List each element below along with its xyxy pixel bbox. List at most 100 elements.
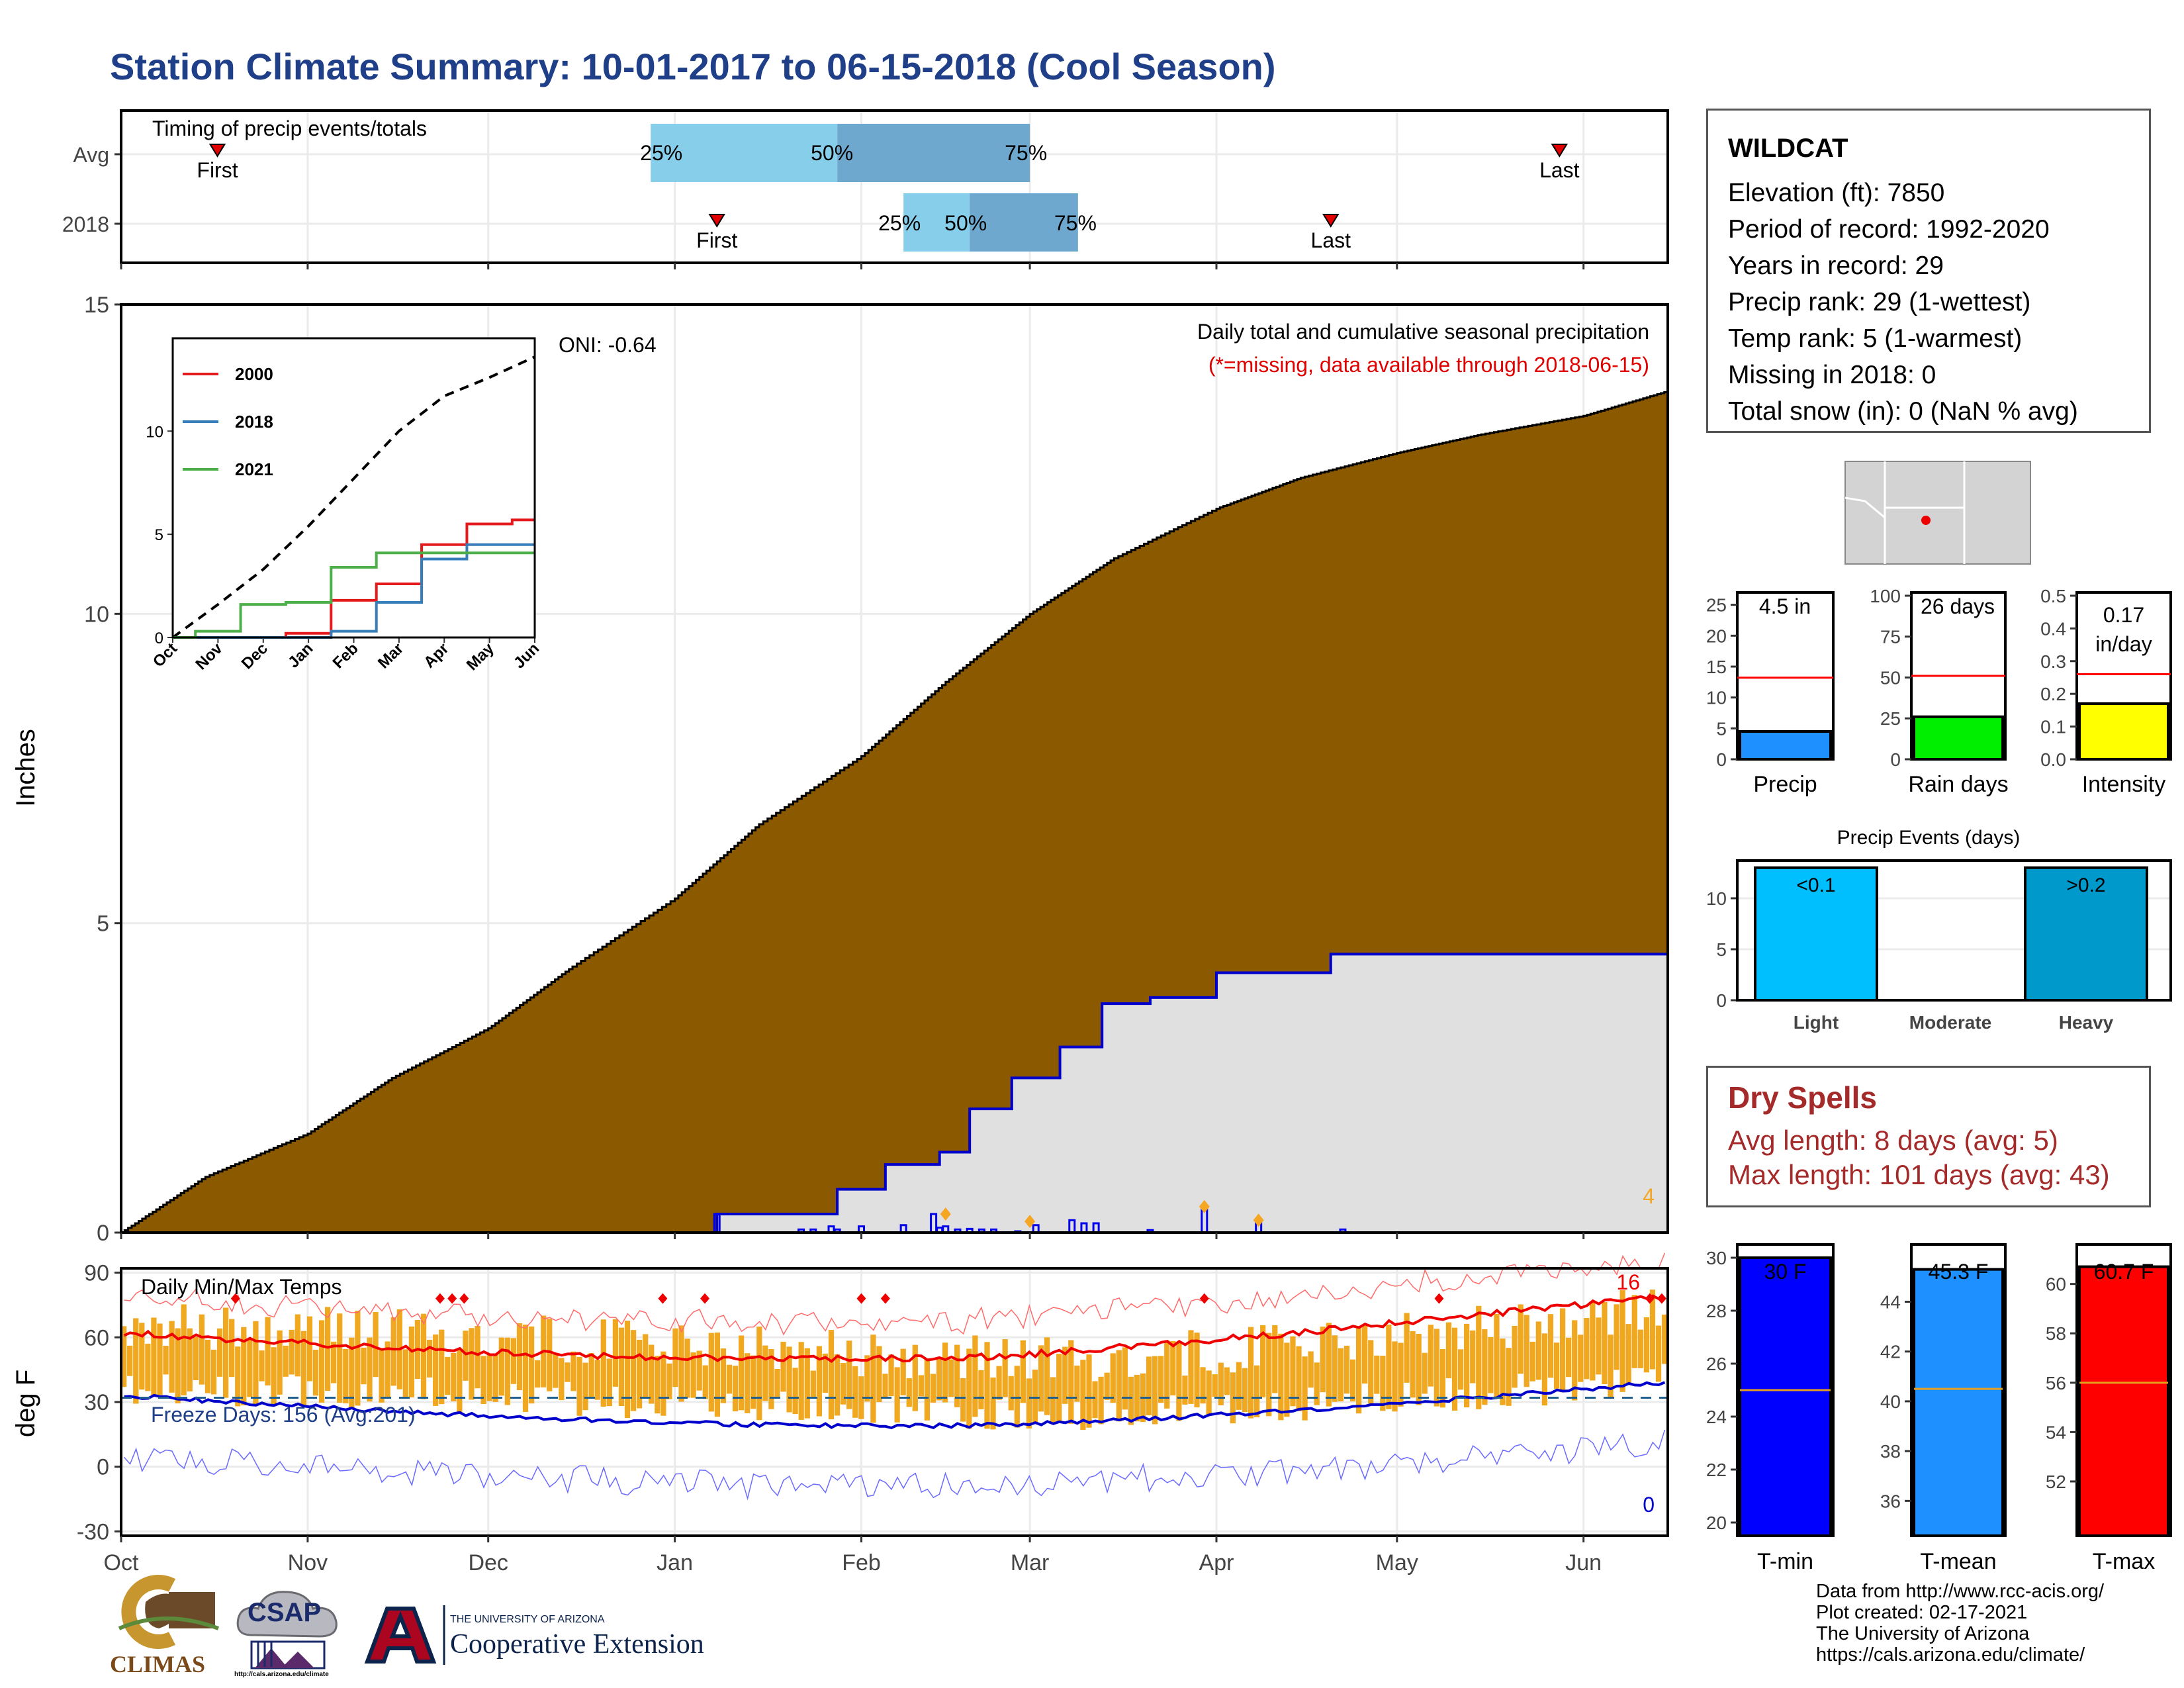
daily-temp-bar (331, 1341, 337, 1383)
daily-temp-bar (918, 1375, 924, 1397)
daily-temp-bar (385, 1341, 390, 1398)
daily-temp-bar (678, 1325, 684, 1402)
daily-temp-bar (1218, 1362, 1224, 1405)
daily-temp-bar (229, 1319, 235, 1378)
station-missing: Missing in 2018: 0 (1728, 361, 1936, 389)
inset-line-avg (171, 355, 535, 639)
avg-last-label: Last (1539, 158, 1580, 182)
daily-temp-bar (1470, 1330, 1476, 1383)
daily-temp-bar (1343, 1345, 1350, 1394)
raindays-value-label: 26 days (1921, 594, 1995, 618)
precip-value-label: 4.5 in (1759, 594, 1811, 618)
temps-y-tick: 30 (84, 1390, 109, 1415)
temp-y-tick: 56 (2046, 1373, 2066, 1393)
daily-temp-bar (798, 1342, 804, 1420)
daily-temp-bar (175, 1328, 181, 1404)
daily-temp-bar (1368, 1340, 1374, 1404)
daily-precip-marker (1199, 1199, 1210, 1213)
temp-y-tick: 30 (1706, 1248, 1727, 1268)
daily-temp-bar (1535, 1321, 1541, 1380)
temp-summary-bar-0 (1739, 1256, 1832, 1537)
daily-temp-bar (1518, 1304, 1524, 1374)
daily-temp-bar (924, 1358, 931, 1421)
daily-temp-bar (1584, 1318, 1590, 1380)
summary-y-tick: 0.5 (2040, 586, 2066, 606)
daily-temps-chart: -30 0 30 60 90 Daily Min/Max Temps Freeze Days… (11, 1252, 1669, 1575)
daily-temp-bar (1266, 1333, 1272, 1417)
summary-label: Precip (1753, 772, 1817, 797)
month-label: May (1376, 1550, 1418, 1575)
intensity-value-label: 0.17 in/day (2095, 603, 2152, 656)
daily-temp-bar (1176, 1342, 1182, 1421)
inset-y-tick: 10 (146, 423, 163, 441)
daily-temp-bar (408, 1326, 415, 1398)
daily-temp-bar (1559, 1308, 1566, 1393)
events-x-label: Heavy (2059, 1012, 2114, 1033)
daily-temp-bar (600, 1319, 606, 1407)
daily-temp-bar (379, 1350, 385, 1403)
daily-temp-bar (361, 1347, 367, 1385)
avg-p75-label: 75% (1005, 141, 1047, 165)
summary-label: Intensity (2082, 772, 2166, 797)
daily-temp-bar (480, 1356, 486, 1404)
daily-temp-bar (1488, 1337, 1494, 1393)
daily-temp-bar (726, 1364, 733, 1394)
daily-temp-bar (1541, 1333, 1548, 1406)
daily-temp-bar (1098, 1376, 1104, 1425)
daily-temp-bar (1404, 1313, 1410, 1383)
summary-bar-1 (1913, 715, 2004, 761)
daily-temp-bar (265, 1317, 271, 1385)
y2018-first-marker (708, 214, 726, 228)
daily-temp-bar (1500, 1338, 1506, 1405)
inset-legend-label: 2000 (235, 364, 273, 384)
daily-temp-bar (756, 1326, 762, 1421)
daily-temp-bar (996, 1366, 1002, 1400)
events-bar-label: >0.2 (2066, 874, 2105, 896)
daily-temp-bar (1188, 1330, 1194, 1404)
daily-temp-bar (271, 1347, 277, 1405)
daily-temp-bar (241, 1327, 247, 1405)
daily-temp-bar (1050, 1377, 1056, 1423)
daily-temp-bar (1374, 1355, 1380, 1394)
daily-temp-bar (1242, 1368, 1248, 1413)
inset-y-tick: 5 (155, 526, 163, 544)
daily-temp-bar (1655, 1325, 1662, 1382)
daily-temp-bar (1464, 1323, 1470, 1408)
y2018-50-75-bar (970, 193, 1078, 252)
daily-temp-bar (720, 1348, 727, 1403)
daily-temp-bar (337, 1313, 343, 1403)
temp-y-tick: 24 (1706, 1407, 1727, 1427)
daily-temp-bar (522, 1325, 529, 1413)
daily-temp-bar (1566, 1337, 1572, 1378)
daily-temp-bar (1625, 1324, 1631, 1384)
record-high-marker (1199, 1293, 1209, 1304)
station-elevation: Elevation (ft): 7850 (1728, 179, 1945, 207)
avg-first-label: First (197, 158, 238, 182)
record-high-marker (1434, 1293, 1444, 1304)
temp-y-tick: 26 (1706, 1354, 1727, 1374)
daily-temp-bar (1326, 1323, 1332, 1407)
daily-temp-bar (402, 1349, 408, 1397)
summary-y-tick: 15 (1706, 657, 1727, 677)
intensity-value-line: 0.17 (2103, 603, 2144, 627)
events-x-label: Moderate (1909, 1012, 1991, 1033)
summary-y-tick: 0 (1890, 749, 1901, 770)
daily-temp-bar (181, 1304, 187, 1395)
events-y-tick: 0 (1716, 990, 1727, 1011)
climas-logo-text: CLIMAS (110, 1651, 206, 1677)
daily-temp-bar (637, 1339, 643, 1409)
daily-temp-bar (1380, 1355, 1386, 1411)
daily-temp-bar (187, 1328, 193, 1391)
daily-temp-bar (1476, 1305, 1482, 1409)
month-label: Jun (1565, 1550, 1602, 1575)
daily-temp-bar (840, 1363, 846, 1405)
daily-count-label: 4 (1643, 1184, 1655, 1208)
temp-y-tick: 40 (1880, 1391, 1901, 1412)
temp-y-tick: 36 (1880, 1491, 1901, 1511)
summary-y-tick: 0.1 (2040, 717, 2066, 737)
summary-y-tick: 10 (1706, 688, 1727, 708)
daily-temp-bar (846, 1340, 852, 1409)
inset-line-2021 (173, 551, 535, 639)
month-label: Mar (1011, 1550, 1050, 1575)
csap-logo-url: http://cals.arizona.edu/climate (234, 1671, 329, 1678)
